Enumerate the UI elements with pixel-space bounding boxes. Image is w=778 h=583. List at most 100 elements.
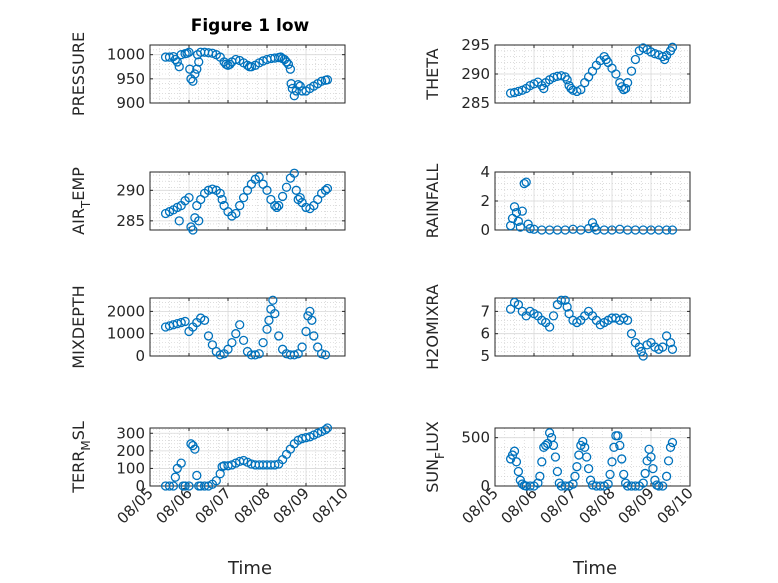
- data-point: [264, 315, 274, 325]
- y-tick-label: 500: [461, 429, 490, 447]
- data-point: [274, 331, 284, 341]
- data-point: [190, 69, 200, 79]
- data-point: [537, 457, 547, 467]
- data-point: [322, 183, 333, 194]
- data-point: [548, 311, 559, 321]
- data-point: [617, 454, 627, 464]
- data-point: [566, 83, 576, 94]
- data-point: [513, 466, 524, 477]
- data-point: [295, 81, 305, 91]
- data-point: [194, 57, 204, 67]
- y-tick-label: 2000: [107, 302, 145, 320]
- y-axis-label: MIXDEPTH: [69, 285, 88, 368]
- data-point: [316, 76, 327, 86]
- data-point: [511, 207, 522, 218]
- axes-box: [494, 297, 691, 357]
- data-point: [509, 446, 520, 456]
- panel-1: 285 290 295 THETA: [423, 36, 691, 112]
- data-point: [285, 64, 296, 74]
- y-axis-label: THETA: [423, 48, 442, 100]
- data-point: [307, 315, 317, 325]
- data-point: [583, 463, 594, 474]
- data-point: [650, 475, 660, 485]
- data-point: [667, 344, 678, 354]
- y-tick-label: 0: [135, 347, 145, 365]
- data-point: [250, 350, 260, 360]
- y-axis-label-main: H2OMIXRA: [423, 284, 442, 370]
- data-point: [207, 340, 218, 350]
- data-point: [638, 351, 648, 361]
- data-point: [513, 216, 524, 226]
- y-axis-label-rest: SL: [69, 421, 88, 440]
- data-point: [580, 78, 590, 88]
- y-tick-label: 290: [461, 65, 490, 83]
- data-point: [582, 452, 592, 462]
- data-point: [665, 337, 676, 348]
- data-point: [217, 194, 227, 205]
- data-point: [238, 192, 249, 203]
- y-axis-label-subscript: F: [433, 452, 447, 459]
- data-point: [170, 54, 181, 65]
- y-axis-label-subscript: M: [79, 440, 93, 450]
- data-point: [607, 457, 617, 467]
- data-point: [231, 54, 241, 65]
- data-point: [622, 78, 633, 88]
- data-point: [262, 324, 272, 334]
- data-point: [509, 202, 520, 212]
- y-tick-label: 950: [116, 70, 145, 88]
- data-point: [270, 460, 280, 470]
- y-axis-label-main: SUN: [423, 459, 442, 493]
- y-tick-label: 1000: [107, 325, 145, 343]
- data-point: [609, 442, 619, 452]
- data-point: [648, 463, 658, 474]
- data-point: [580, 442, 590, 452]
- y-axis-label: TERRMSL: [69, 421, 93, 494]
- data-point: [235, 200, 245, 211]
- data-point: [525, 481, 535, 491]
- data-point: [297, 342, 307, 352]
- data-point: [277, 191, 288, 202]
- x-tick-label: 08/08: [231, 484, 274, 527]
- x-tick-label: 08/08: [576, 484, 619, 527]
- data-point: [615, 224, 625, 234]
- data-point: [517, 206, 527, 216]
- y-axis-label: RAINFALL: [423, 164, 442, 239]
- data-point: [223, 344, 233, 354]
- x-tick-label: 08/10: [654, 484, 697, 527]
- data-point: [293, 349, 303, 359]
- data-point: [638, 478, 648, 488]
- data-point: [556, 295, 566, 305]
- data-point: [611, 69, 621, 79]
- data-point: [286, 79, 296, 89]
- data-point: [644, 444, 654, 454]
- data-point: [640, 468, 650, 479]
- data-point: [246, 62, 257, 72]
- data-point: [235, 320, 245, 330]
- data-point: [560, 295, 570, 305]
- y-tick-label: 7: [480, 302, 490, 320]
- data-point: [646, 452, 656, 462]
- data-point: [254, 349, 264, 359]
- data-point: [525, 223, 535, 234]
- data-point: [515, 222, 525, 232]
- data-point: [661, 331, 672, 341]
- data-point: [585, 475, 596, 485]
- y-axis-label-main: RAINFALL: [423, 164, 442, 239]
- axes-box: [149, 44, 346, 104]
- data-point: [511, 457, 522, 467]
- y-axis-label-main: MIXDEPTH: [69, 285, 88, 368]
- data-point: [194, 216, 204, 226]
- data-point: [283, 59, 294, 69]
- data-point: [562, 75, 572, 85]
- data-point: [289, 91, 299, 101]
- y-tick-label: 2: [480, 192, 490, 210]
- data-point: [170, 472, 181, 482]
- data-point: [548, 440, 559, 451]
- data-point: [231, 208, 241, 219]
- data-point: [622, 315, 633, 325]
- data-point: [188, 225, 198, 235]
- x-tick-label: 08/09: [270, 484, 313, 527]
- x-tick-label: 08/07: [537, 484, 580, 527]
- data-point: [272, 202, 282, 213]
- data-point: [305, 306, 315, 317]
